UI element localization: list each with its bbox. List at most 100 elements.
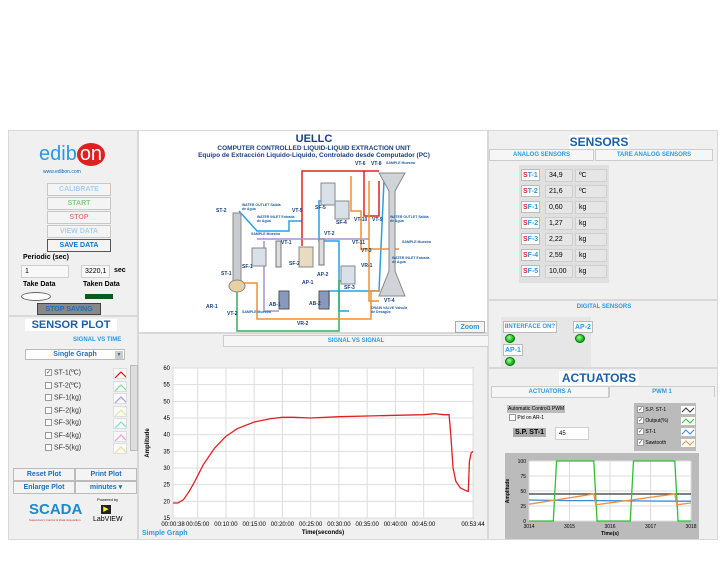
- diagram-label: AP-2: [317, 272, 329, 278]
- channel-item[interactable]: SF-2(kg): [45, 406, 82, 414]
- legend-checkbox[interactable]: ✓: [637, 428, 644, 435]
- taken-data-indicator: [85, 294, 113, 299]
- view-data-button[interactable]: VIEW DATA: [47, 225, 111, 238]
- sensor-value: 2,22: [545, 233, 573, 246]
- diagram-label: SF-5: [315, 205, 326, 211]
- diagram-label: SAMPLE Muestra: [242, 310, 271, 314]
- tab-signal-vs-time[interactable]: SIGNAL VS TIME: [73, 337, 122, 343]
- actuators-title: ACTUATORS: [559, 371, 639, 385]
- stop-saving-button[interactable]: STOP SAVING: [37, 303, 101, 315]
- save-data-button[interactable]: SAVE DATA: [47, 239, 111, 252]
- diagram-label: DRAIN VALVE Valvula de Desagüe: [371, 306, 408, 314]
- actuators-panel: ACTUATORS ACTUATORS A PWM 1 Automatic Co…: [488, 368, 718, 540]
- plot-area: [172, 367, 474, 519]
- channel-checkbox[interactable]: ✓: [45, 369, 52, 376]
- sensor-value: 34,9: [545, 169, 573, 182]
- take-data-toggle[interactable]: [21, 292, 51, 301]
- x-axis-label: Time(s): [601, 531, 619, 537]
- digital-sensors-title: DIGITAL SENSORS: [576, 304, 632, 310]
- x-tick-label: 3016: [604, 524, 615, 530]
- time-units-select[interactable]: minutes ▾: [75, 481, 137, 494]
- stop-button[interactable]: STOP: [47, 211, 111, 224]
- periodic-input[interactable]: 1: [21, 265, 69, 278]
- channel-item[interactable]: ✓ ST-1(ºC): [45, 369, 81, 376]
- y-tick-label: 20: [163, 499, 170, 505]
- y-tick-label: 55: [163, 383, 170, 389]
- channel-item[interactable]: ST-2(ºC): [45, 381, 81, 389]
- channel-label: SF-2(kg): [53, 406, 82, 414]
- channel-checkbox[interactable]: [45, 406, 52, 414]
- channel-list-scrollbar[interactable]: [130, 365, 138, 451]
- sensor-unit: ºC: [575, 185, 607, 198]
- pid-label: Pid on AR-1: [517, 414, 545, 421]
- pwm-legend: ✓ S.P. ST-1 ✓ Output(%) ✓ ST-1 ✓ Sawtooth: [634, 403, 696, 451]
- legend-swatch: [681, 428, 695, 436]
- sp-st-1-input[interactable]: 45: [555, 427, 589, 440]
- print-plot-button[interactable]: Print Plot: [75, 468, 137, 481]
- channel-item[interactable]: SF-5(kg): [45, 444, 81, 451]
- channel-item[interactable]: SF-3(kg): [45, 419, 81, 426]
- sensor-tag-st-2[interactable]: ST-2: [521, 185, 540, 197]
- taken-data-label: Taken Data: [83, 281, 120, 288]
- channel-color-swatch: [113, 405, 127, 417]
- sensor-value: 10,00: [545, 265, 573, 278]
- legend-item[interactable]: ✓ Output(%): [637, 417, 695, 425]
- pid-checkbox-box[interactable]: [509, 414, 516, 421]
- reset-plot-button[interactable]: Reset Plot: [13, 468, 75, 481]
- diagram-label: ST-1: [221, 271, 232, 277]
- diagram-label: VT-9: [372, 217, 383, 223]
- zoom-button[interactable]: Zoom: [455, 321, 485, 333]
- sensor-tag-sf-1[interactable]: SF-1: [521, 201, 541, 213]
- y-tick-label: 40: [163, 433, 170, 439]
- channel-checkbox[interactable]: [45, 381, 52, 389]
- y-tick-label: 30: [163, 466, 170, 472]
- tab-tare-analog-sensors[interactable]: TARE ANALOG SENSORS: [595, 149, 713, 161]
- sp-st-1-label: S.P. ST-1: [513, 428, 547, 437]
- y-tick-label: 45: [163, 416, 170, 422]
- sensor-tag-st-1[interactable]: ST-1: [521, 169, 540, 181]
- graph-name-label: Simple Graph: [142, 530, 188, 537]
- sensor-tag-sf-2[interactable]: SF-2: [521, 217, 541, 229]
- tab-actuators-a[interactable]: ACTUATORS A: [491, 386, 609, 398]
- sensor-tag-sf-4[interactable]: SF-4: [521, 249, 541, 261]
- x-tick-label: 00:25:00: [299, 522, 323, 528]
- sensors-panel: SENSORS ANALOG SENSORS TARE ANALOG SENSO…: [488, 130, 718, 300]
- scada-text: SCADA: [29, 501, 83, 518]
- tab-signal-vs-signal[interactable]: SIGNAL VS SIGNAL: [223, 335, 489, 347]
- channel-checkbox[interactable]: [45, 444, 52, 451]
- diagram-label: AB-2: [309, 301, 321, 307]
- channel-item[interactable]: SF-4(kg): [45, 431, 81, 439]
- sensor-unit: kg: [575, 201, 607, 214]
- periodic-label: Periodic (sec): [23, 254, 69, 261]
- sensor-tag-sf-5[interactable]: SF-5: [521, 265, 541, 277]
- pid-checkbox[interactable]: Pid on AR-1: [509, 414, 544, 421]
- legend-item[interactable]: ✓ Sawtooth: [637, 439, 695, 447]
- graph-mode-select[interactable]: Single Graph ▼: [25, 349, 125, 360]
- legend-item[interactable]: ✓ S.P. ST-1: [637, 406, 695, 414]
- sensor-value: 0,60: [545, 201, 573, 214]
- channel-checkbox[interactable]: [45, 394, 52, 401]
- channel-checkbox[interactable]: [45, 431, 52, 439]
- legend-checkbox[interactable]: ✓: [637, 406, 644, 413]
- enlarge-plot-button[interactable]: Enlarge Plot: [13, 481, 75, 494]
- channel-checkbox[interactable]: [45, 419, 52, 426]
- diagram-label: SF-2: [289, 261, 300, 267]
- tab-analog-sensors[interactable]: ANALOG SENSORS: [489, 149, 594, 161]
- y-tick-label: 75: [520, 474, 526, 480]
- channel-item[interactable]: SF-1(kg): [45, 394, 81, 401]
- legend-checkbox[interactable]: ✓: [637, 417, 644, 424]
- tab-pwm-1[interactable]: PWM 1: [609, 386, 715, 397]
- calibrate-button[interactable]: CALIBRATE: [47, 183, 111, 196]
- sensor-tag-sf-3[interactable]: SF-3: [521, 233, 541, 245]
- x-tick-label: 00:05:00: [186, 522, 210, 528]
- x-tick-label: 00:10:00: [214, 522, 238, 528]
- x-tick-label: 00:40:00: [384, 522, 408, 528]
- legend-checkbox[interactable]: ✓: [637, 439, 644, 446]
- y-axis-label: Amplitude: [145, 428, 151, 458]
- sensor-value: 2,59: [545, 249, 573, 262]
- diagram-label: VT-2: [227, 311, 238, 317]
- y-tick-label: 50: [163, 399, 170, 405]
- automatic-control-label: Automatic Control1 PWM: [507, 405, 566, 413]
- start-button[interactable]: START: [47, 197, 111, 210]
- legend-item[interactable]: ✓ ST-1: [637, 428, 695, 436]
